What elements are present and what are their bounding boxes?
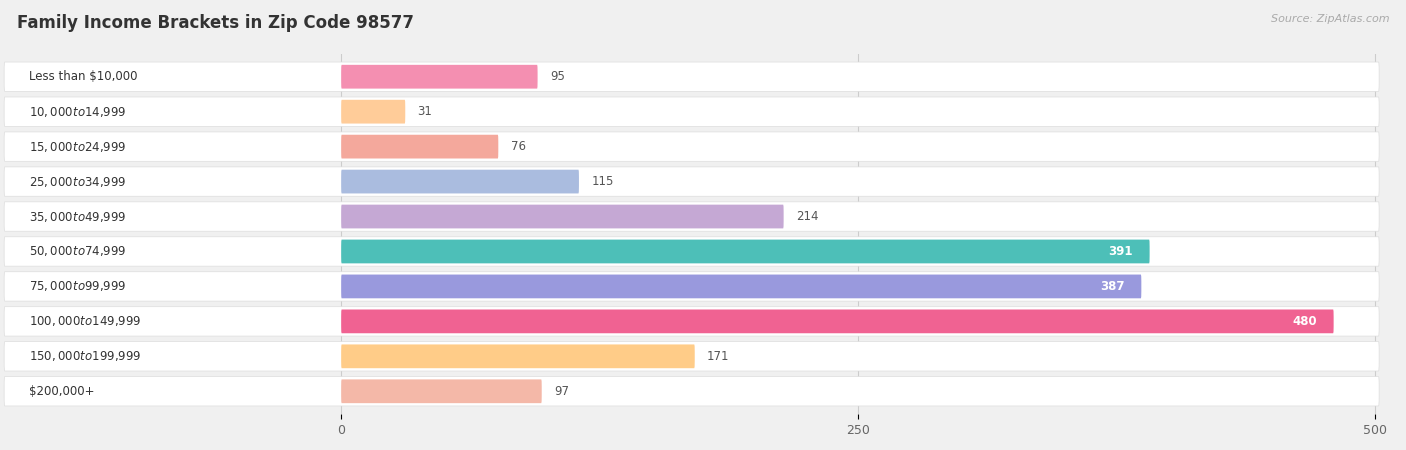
Text: 387: 387 — [1101, 280, 1125, 293]
FancyBboxPatch shape — [4, 202, 1379, 231]
Text: 391: 391 — [1108, 245, 1133, 258]
Text: $150,000 to $199,999: $150,000 to $199,999 — [30, 349, 142, 363]
FancyBboxPatch shape — [342, 274, 1142, 298]
FancyBboxPatch shape — [342, 65, 537, 89]
FancyBboxPatch shape — [342, 170, 579, 194]
Text: Less than $10,000: Less than $10,000 — [30, 70, 138, 83]
FancyBboxPatch shape — [342, 379, 541, 403]
Text: 97: 97 — [554, 385, 569, 398]
FancyBboxPatch shape — [4, 307, 1379, 336]
Text: 115: 115 — [592, 175, 614, 188]
Text: $75,000 to $99,999: $75,000 to $99,999 — [30, 279, 127, 293]
FancyBboxPatch shape — [4, 377, 1379, 406]
FancyBboxPatch shape — [4, 342, 1379, 371]
Text: 31: 31 — [418, 105, 433, 118]
FancyBboxPatch shape — [4, 237, 1379, 266]
Text: 171: 171 — [707, 350, 730, 363]
Text: 480: 480 — [1292, 315, 1317, 328]
FancyBboxPatch shape — [4, 272, 1379, 301]
Text: $25,000 to $34,999: $25,000 to $34,999 — [30, 175, 127, 189]
Text: $35,000 to $49,999: $35,000 to $49,999 — [30, 210, 127, 224]
Text: Source: ZipAtlas.com: Source: ZipAtlas.com — [1271, 14, 1389, 23]
FancyBboxPatch shape — [342, 310, 1334, 333]
FancyBboxPatch shape — [342, 344, 695, 368]
FancyBboxPatch shape — [4, 62, 1379, 91]
FancyBboxPatch shape — [342, 135, 498, 158]
FancyBboxPatch shape — [4, 132, 1379, 161]
FancyBboxPatch shape — [342, 100, 405, 124]
FancyBboxPatch shape — [4, 97, 1379, 126]
FancyBboxPatch shape — [4, 167, 1379, 196]
Text: $10,000 to $14,999: $10,000 to $14,999 — [30, 105, 127, 119]
FancyBboxPatch shape — [342, 205, 783, 229]
Text: $200,000+: $200,000+ — [30, 385, 94, 398]
Text: 76: 76 — [510, 140, 526, 153]
Text: $15,000 to $24,999: $15,000 to $24,999 — [30, 140, 127, 153]
FancyBboxPatch shape — [342, 239, 1150, 263]
Text: 214: 214 — [796, 210, 818, 223]
Text: 95: 95 — [550, 70, 565, 83]
Text: $50,000 to $74,999: $50,000 to $74,999 — [30, 244, 127, 258]
Text: Family Income Brackets in Zip Code 98577: Family Income Brackets in Zip Code 98577 — [17, 14, 413, 32]
Text: $100,000 to $149,999: $100,000 to $149,999 — [30, 315, 142, 328]
